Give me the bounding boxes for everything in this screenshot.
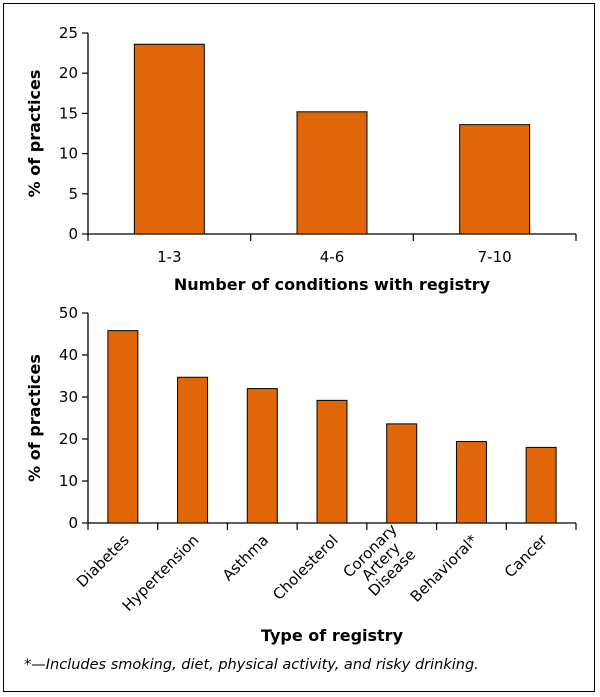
y-tick-label: 40	[59, 346, 78, 364]
y-tick-label: 15	[59, 104, 78, 122]
y-tick-label: 5	[68, 185, 78, 203]
chart-conditions-with-registry: 0 5 10 15 20 25 1-3 4-6 7-10 % of practices Number…	[25, 24, 577, 294]
x-axis-title: Type of registry	[261, 626, 404, 645]
x-tick-label: Cancer	[501, 531, 552, 582]
x-tick-label-line: Cholesterol	[269, 531, 342, 604]
y-tick-label: 20	[59, 430, 78, 448]
y-tick-label: 10	[59, 472, 78, 490]
x-tick-label: Diabetes	[73, 531, 133, 591]
bar-behavioral	[455, 441, 487, 524]
x-axis-title: Number of conditions with registry	[174, 275, 491, 294]
x-tick-label: Cholesterol	[269, 531, 342, 604]
x-tick-label: Asthma	[219, 531, 272, 584]
bar-cholesterol	[316, 399, 348, 524]
y-tick-label: 10	[59, 145, 78, 163]
x-tick-label-line: Behavioral*	[407, 531, 482, 606]
x-tick-label-line: Cancer	[501, 531, 552, 582]
footnote: *—Includes smoking, diet, physical activ…	[24, 657, 479, 673]
x-tick-label: 7-10	[478, 248, 512, 266]
bar-hypertension	[177, 376, 209, 524]
x-tick-label: Behavioral*	[407, 531, 482, 606]
x-tick-label: 1-3	[157, 248, 182, 266]
y-tick-label: 0	[68, 514, 78, 532]
bar-cancer	[525, 446, 557, 524]
y-tick-label: 0	[68, 225, 78, 243]
y-tick-label: 30	[59, 388, 78, 406]
y-tick-label: 25	[59, 24, 78, 42]
y-axis-title: % of practices	[25, 354, 44, 482]
bar-asthma	[246, 388, 278, 524]
bar-diabetes	[107, 330, 139, 524]
y-tick-label: 20	[59, 64, 78, 82]
bar-coronary-artery-disease	[386, 423, 418, 524]
y-tick-label: 50	[59, 304, 78, 322]
x-tick-label-line: Diabetes	[73, 531, 133, 591]
y-axis-title: % of practices	[25, 70, 44, 198]
x-tick-label-line: Asthma	[219, 531, 272, 584]
bar-4-6	[296, 111, 368, 235]
bar-7-10	[459, 124, 531, 235]
bar-1-3	[133, 43, 205, 235]
x-tick-label: 4-6	[320, 248, 345, 266]
